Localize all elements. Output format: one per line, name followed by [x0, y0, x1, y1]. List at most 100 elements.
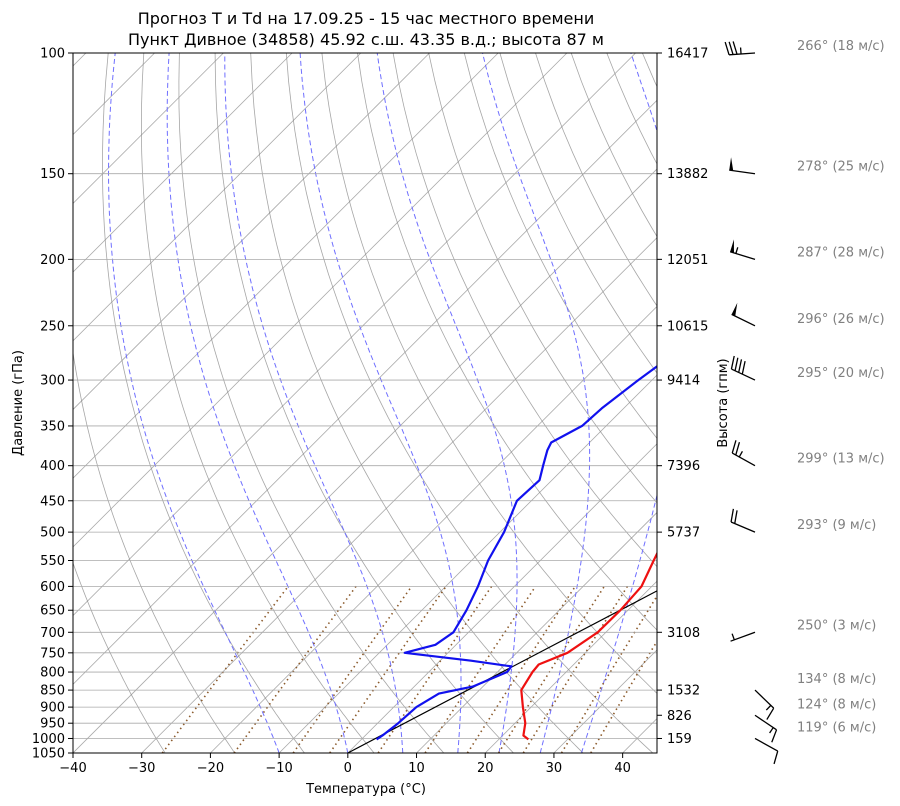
height-tick-label: 16417 — [667, 47, 708, 62]
dry-adiabat — [678, 53, 900, 753]
wind-barb-label: 124° (8 м/с) — [797, 697, 876, 712]
barb-flag — [738, 359, 743, 373]
barb-pennant — [730, 239, 734, 253]
wind-barb-label: 299° (13 м/с) — [797, 452, 885, 467]
dewpoint-line — [375, 365, 657, 741]
y-tick-label: 850 — [40, 684, 65, 699]
mixing-ratio-line — [590, 639, 657, 753]
dry-adiabat — [820, 53, 900, 753]
y-tick-label: 250 — [40, 319, 65, 334]
barb-half-flag — [765, 704, 772, 711]
wind-barb — [724, 41, 756, 56]
chart-title-line1: Прогноз T и Td на 17.09.25 - 15 час мест… — [138, 9, 594, 28]
moist-adiabat — [376, 53, 518, 753]
barb-staff — [730, 521, 756, 533]
dry-adiabat — [642, 53, 657, 88]
dry-adiabat — [214, 53, 514, 753]
barb-flag — [741, 360, 746, 375]
barb-staff — [729, 251, 756, 260]
x-axis: −40 −30 −20 −10 0 10 20 30 40 — [59, 753, 631, 776]
barb-pennant — [731, 302, 738, 317]
barb-flag — [731, 440, 737, 454]
height-axis-label: Высота (гпм) — [716, 358, 731, 447]
barb-flag — [730, 355, 735, 370]
mixing-ratio-line — [466, 585, 576, 753]
height-tick-label: 1532 — [667, 684, 700, 699]
wind-barb — [754, 689, 775, 720]
height-tick-label: 7396 — [667, 459, 700, 474]
isotherm — [73, 168, 657, 753]
y-tick-label: 1050 — [32, 747, 65, 762]
wind-barb — [729, 239, 756, 260]
isotherm — [73, 53, 362, 342]
isotherm — [347, 443, 657, 753]
parcel-line — [347, 590, 657, 753]
x-tick-label: 30 — [546, 761, 563, 776]
y-tick-label: 300 — [40, 374, 65, 389]
isotherm — [73, 53, 293, 273]
barb-flag — [732, 41, 738, 55]
barb-flag — [766, 707, 775, 720]
isotherm — [416, 511, 657, 753]
height-tick-label: 826 — [667, 709, 692, 724]
y-tick-label: 950 — [40, 717, 65, 732]
barb-half-flag — [769, 727, 774, 734]
height-tick-label: 159 — [667, 732, 692, 747]
x-tick-label: 40 — [614, 761, 631, 776]
dry-adiabat — [250, 53, 584, 753]
wind-barb-label: 295° (20 м/с) — [797, 366, 885, 381]
wind-barb-label: 134° (8 м/с) — [797, 672, 876, 687]
moist-adiabat — [224, 53, 404, 753]
mixing-ratio-line — [292, 585, 413, 753]
barb-staff — [754, 737, 779, 752]
isotherm — [73, 53, 224, 204]
y-tick-label: 700 — [40, 626, 65, 641]
mixing-ratio-line — [497, 585, 605, 753]
moist-adiabat — [580, 53, 657, 753]
x-tick-label: −10 — [265, 761, 292, 776]
barb-half-flag — [738, 450, 743, 458]
barb-staff — [731, 313, 756, 327]
wind-barb — [730, 355, 756, 381]
x-axis-label: Температура (°C) — [305, 782, 426, 797]
wind-barb-label: 250° (3 м/с) — [797, 618, 876, 633]
mixing-ratio-line — [522, 585, 629, 753]
y-axis-label: Давление (гПа) — [11, 350, 26, 456]
height-tick-label: 10615 — [667, 319, 708, 334]
chart-title-line2: Пункт Дивное (34858) 45.92 с.ш. 43.35 в.… — [128, 30, 604, 49]
barb-half-flag — [735, 247, 739, 254]
mixing-ratio-line — [329, 585, 447, 753]
y-tick-label: 100 — [40, 47, 65, 62]
height-axis: 16417 13882 12051 10615 9414 7396 5737 3108 1532… — [657, 47, 708, 747]
barb-flag — [735, 442, 741, 456]
y-tick-label: 800 — [40, 666, 65, 681]
isotherm — [141, 237, 657, 753]
isotherm — [73, 99, 657, 685]
isotherm — [73, 53, 568, 548]
mixing-ratio-line — [560, 594, 657, 753]
barb-flag — [734, 357, 739, 371]
y-tick-label: 400 — [40, 459, 65, 474]
dry-adiabat — [178, 53, 445, 753]
wind-barb — [730, 508, 756, 533]
dry-adiabat — [73, 561, 166, 753]
wind-barb — [754, 714, 778, 743]
dry-adiabat — [428, 53, 657, 504]
barb-flag — [730, 508, 735, 523]
y-tick-label: 900 — [40, 701, 65, 716]
wind-barbs: 266° (18 м/с) 278° (25 м/с) 287° (28 м/с) 2… — [724, 39, 885, 765]
y-tick-label: 650 — [40, 604, 65, 619]
temperature-line — [520, 551, 657, 741]
dry-adiabat — [463, 53, 657, 439]
y-tick-label: 450 — [40, 494, 65, 509]
x-tick-label: 20 — [477, 761, 494, 776]
barb-flag — [728, 41, 734, 55]
dry-adiabat — [140, 53, 375, 753]
barb-flag — [773, 750, 779, 765]
y-tick-label: 550 — [40, 554, 65, 569]
background-lines — [73, 53, 900, 753]
isotherm — [278, 374, 657, 753]
isotherm — [210, 305, 657, 753]
x-tick-label: 10 — [408, 761, 425, 776]
